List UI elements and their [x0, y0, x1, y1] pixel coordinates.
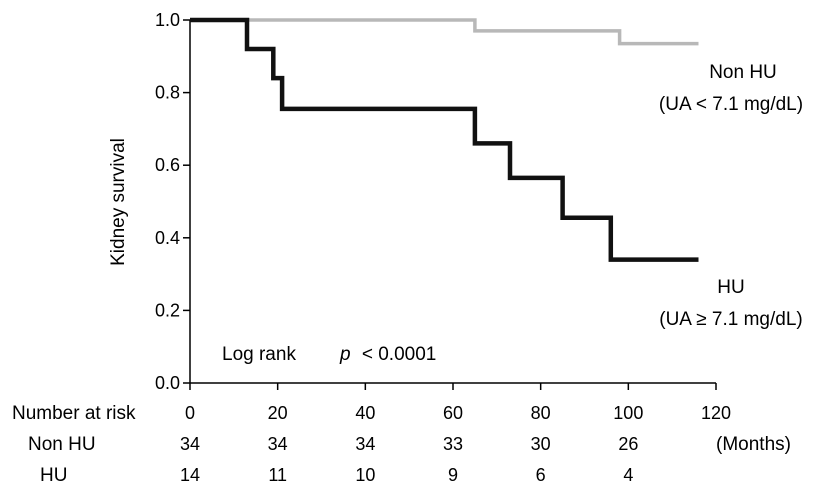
series-lines [190, 17, 699, 262]
risk-value: 4 [623, 465, 633, 485]
risk-value: 26 [618, 434, 638, 454]
y-axis-label: Kidney survival [108, 138, 129, 266]
risk-table-header: Number at risk [12, 403, 136, 424]
risk-value: 14 [180, 465, 200, 485]
x-ticks: 0 20 40 60 80 100 120 [185, 383, 731, 423]
y-ticks: 0.0 0.2 0.4 0.6 0.8 1.0 [155, 10, 190, 393]
risk-value: 34 [355, 434, 375, 454]
risk-value: 34 [180, 434, 200, 454]
risk-value: 34 [268, 434, 288, 454]
risk-value: 10 [355, 465, 375, 485]
series-label-non-hu: Non HU [709, 62, 777, 83]
risk-value: 9 [448, 465, 458, 485]
series-sublabel-hu: (UA ≥ 7.1 mg/dL) [659, 309, 802, 330]
risk-value: 6 [536, 465, 546, 485]
y-tick-label: 0.4 [155, 228, 180, 248]
y-tick-label: 0.8 [155, 83, 180, 103]
risk-row-label-hu: HU [40, 465, 67, 486]
series-sublabel-non-hu: (UA < 7.1 mg/dL) [659, 94, 803, 115]
log-rank-annotation: Log rank p < 0.0001 [222, 344, 436, 365]
risk-table-values: 34 34 34 33 30 26 14 11 10 9 6 4 [180, 434, 638, 485]
y-tick-label: 1.0 [155, 10, 180, 30]
risk-value: 30 [531, 434, 551, 454]
p-symbol: p [339, 344, 351, 365]
p-value: < 0.0001 [362, 344, 437, 365]
risk-row-label-non-hu: Non HU [28, 434, 96, 455]
y-tick-label: 0.6 [155, 155, 180, 175]
axes [189, 20, 716, 384]
x-tick-label: 60 [443, 403, 463, 423]
series-label-hu: HU [717, 277, 744, 298]
log-rank-label: Log rank [222, 344, 296, 365]
risk-value: 11 [268, 465, 287, 485]
x-tick-label: 100 [613, 403, 643, 423]
series-line-non-hu [190, 18, 699, 46]
y-tick-label: 0.0 [155, 373, 180, 393]
months-unit-label: (Months) [716, 434, 791, 455]
risk-value: 33 [443, 434, 463, 454]
y-tick-label: 0.2 [155, 300, 180, 320]
x-tick-label: 120 [701, 403, 731, 423]
x-tick-label: 80 [531, 403, 551, 423]
series-line-hu [190, 17, 699, 262]
x-tick-label: 0 [185, 403, 195, 423]
x-tick-label: 40 [355, 403, 375, 423]
x-tick-label: 20 [268, 403, 288, 423]
